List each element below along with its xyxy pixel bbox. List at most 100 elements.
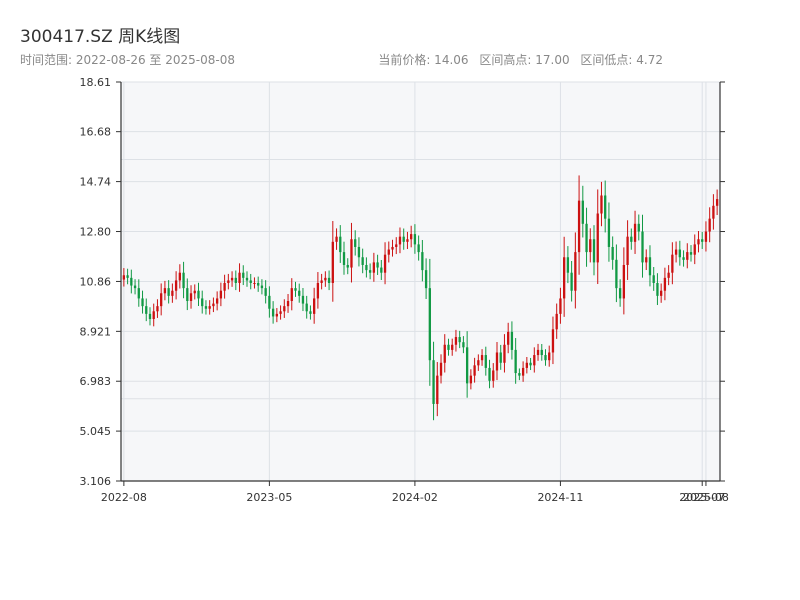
candle-body — [368, 270, 372, 273]
candle-body — [410, 234, 413, 240]
candle-body — [204, 306, 208, 309]
candle-body — [462, 342, 465, 348]
candle — [387, 241, 390, 263]
y-tick-label: 14.74 — [80, 176, 112, 189]
candle — [585, 207, 588, 267]
candle-body — [671, 254, 674, 273]
candle — [148, 307, 152, 326]
candle-body — [585, 223, 588, 253]
candle-body — [551, 329, 555, 353]
candle — [368, 263, 372, 280]
candle-body — [641, 231, 644, 263]
candle — [413, 224, 417, 254]
candle-body — [324, 277, 327, 281]
candle — [570, 260, 573, 302]
candle — [447, 338, 450, 356]
candle — [443, 334, 446, 373]
candle — [350, 222, 353, 283]
candle — [130, 269, 133, 294]
candle-body — [197, 290, 200, 299]
candle-body — [361, 257, 364, 265]
candle-body — [126, 275, 129, 278]
y-tick-label: 8.921 — [80, 325, 112, 338]
candle-body — [357, 246, 361, 258]
candle — [257, 276, 260, 292]
candle — [697, 231, 700, 253]
candle — [219, 282, 223, 307]
candle — [633, 210, 637, 254]
candle — [133, 279, 137, 295]
candle-body — [294, 288, 297, 291]
candle — [488, 359, 491, 389]
candle — [458, 330, 461, 349]
candle — [383, 242, 387, 285]
candle-body — [234, 277, 237, 283]
candle-body — [372, 262, 376, 273]
candle — [234, 270, 237, 291]
candle — [223, 274, 226, 299]
candle — [201, 290, 204, 314]
candle — [682, 250, 685, 267]
candle-body — [480, 355, 484, 361]
candle — [507, 322, 510, 354]
candle — [480, 349, 484, 366]
candle — [667, 265, 670, 286]
candle-body — [137, 288, 140, 299]
candle — [372, 252, 376, 282]
candle — [245, 271, 249, 287]
candle-body — [667, 272, 670, 278]
candle-body — [518, 373, 521, 376]
candle — [417, 235, 420, 261]
candle-body — [298, 290, 301, 296]
candle-body — [432, 360, 435, 404]
candle-body — [316, 282, 320, 299]
candle — [145, 298, 148, 322]
candle-body — [652, 275, 655, 283]
candle — [331, 221, 334, 302]
candle — [581, 185, 584, 238]
candle — [704, 221, 708, 252]
candle-body — [156, 306, 159, 312]
candle-body — [473, 365, 476, 376]
candle — [555, 303, 558, 339]
time-range-label: 时间范围: 2022-08-26 至 2025-08-08 — [20, 53, 235, 67]
candle-body — [186, 288, 189, 302]
candle-body — [704, 231, 708, 242]
candle — [238, 263, 241, 292]
candle — [432, 341, 435, 421]
candle-body — [492, 370, 495, 381]
candle-body — [499, 352, 502, 363]
candle-body — [674, 249, 678, 255]
candle — [656, 273, 659, 306]
candle-body — [286, 301, 290, 307]
candle-body — [600, 195, 603, 214]
x-tick-label: 2025-07 — [679, 491, 725, 504]
candle-body — [544, 355, 547, 361]
candle-body — [630, 236, 633, 242]
candle-body — [417, 244, 420, 253]
x-tick-label: 2023-05 — [246, 491, 292, 504]
y-tick-label: 3.106 — [80, 475, 112, 488]
x-tick-label: 2024-11 — [537, 491, 583, 504]
candle — [436, 362, 439, 417]
candle-body — [167, 288, 170, 296]
candle — [171, 283, 174, 303]
candle — [686, 243, 689, 269]
candle — [301, 288, 305, 312]
y-tick-label: 16.68 — [80, 126, 112, 139]
candle-body — [566, 257, 570, 273]
candle — [354, 230, 357, 256]
candle-body — [182, 272, 185, 289]
candle — [186, 278, 189, 311]
candle-body — [193, 290, 196, 294]
candle — [536, 343, 540, 361]
candle — [674, 241, 678, 263]
candle — [660, 283, 663, 303]
candle-body — [279, 311, 282, 314]
candle — [152, 303, 155, 327]
candle — [268, 286, 271, 318]
candle — [290, 278, 293, 311]
candle-body — [223, 282, 226, 291]
candle-body — [395, 244, 398, 247]
candle-body — [611, 246, 614, 260]
